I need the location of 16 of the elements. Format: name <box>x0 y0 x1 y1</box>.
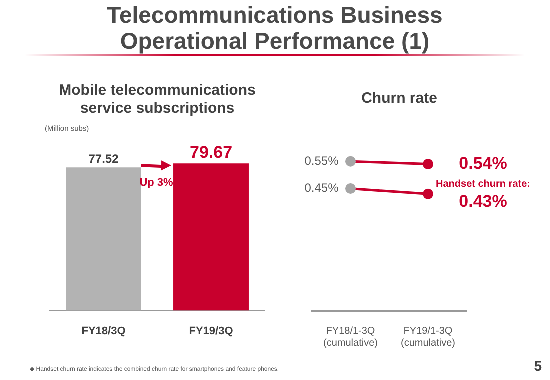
chart-title: Churn rate <box>360 90 438 108</box>
data-label: 0.55% <box>304 154 340 168</box>
x-tick-label: FY18/3Q <box>82 325 126 338</box>
data-label: 77.52 <box>88 152 120 166</box>
series-label: Handset churn rate: <box>436 178 530 190</box>
x-tick-label: FY18/1-3Q (cumulative) <box>324 326 378 349</box>
text: Telecommunications Business Operational Performance (1) <box>106 2 444 54</box>
data-label: 0.43% <box>459 192 508 211</box>
text: 5 <box>534 358 542 374</box>
data-label: 0.45% <box>304 181 340 196</box>
data-label: 79.67 <box>190 142 233 162</box>
x-tick-label: FY19/3Q <box>189 325 234 338</box>
chart-title: Mobile telecommunications service subscriptions <box>58 82 257 118</box>
data-label: 0.54% <box>459 154 508 173</box>
annotation: Up 3% <box>140 177 174 190</box>
x-tick-label: FY19/1-3Q (cumulative) <box>401 326 456 349</box>
